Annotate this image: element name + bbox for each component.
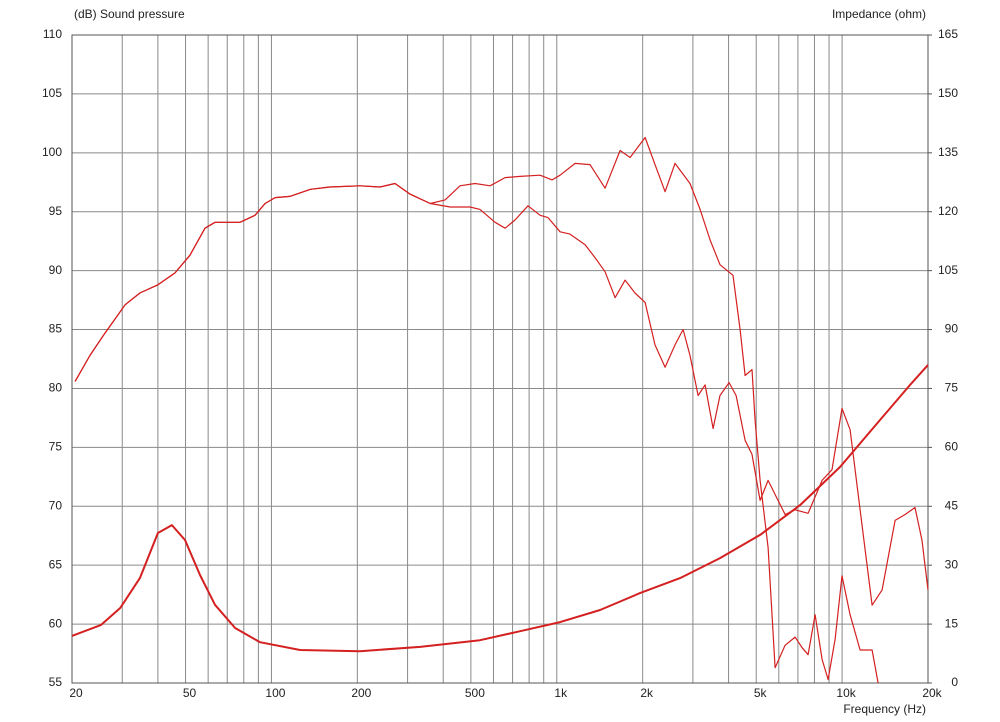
- y2-tick-label: 60: [945, 440, 959, 454]
- x-tick-label: 50: [183, 686, 197, 700]
- y-axis-title: (dB) Sound pressure: [74, 7, 185, 21]
- y-tick-label: 95: [49, 204, 63, 218]
- x-tick-label: 500: [465, 686, 485, 700]
- y2-tick-label: 105: [938, 263, 958, 277]
- y-tick-label: 85: [49, 322, 63, 336]
- y2-tick-label: 150: [938, 86, 958, 100]
- y-tick-label: 105: [42, 86, 62, 100]
- y-tick-label: 90: [49, 263, 63, 277]
- x-tick-label: 2k: [640, 686, 654, 700]
- y2-tick-label: 165: [938, 27, 958, 41]
- y2-tick-label: 45: [945, 498, 959, 512]
- y2-tick-label: 120: [938, 204, 958, 218]
- x-tick-label: 10k: [836, 686, 856, 700]
- plot-frame: [71, 34, 929, 684]
- y2-tick-label: 30: [945, 557, 959, 571]
- y-tick-label: 100: [42, 145, 62, 159]
- spl-line: [74, 136, 879, 684]
- y-tick-label: 55: [49, 675, 63, 689]
- impedance-line: [71, 364, 929, 653]
- y2-tick-label: 135: [938, 145, 958, 159]
- spl-line: [74, 182, 929, 606]
- y-tick-label: 65: [49, 557, 63, 571]
- x-tick-label: 5k: [754, 686, 768, 700]
- y-tick-label: 70: [49, 498, 63, 512]
- x-tick-label: 20k: [922, 686, 942, 700]
- y2-tick-label: 90: [945, 322, 959, 336]
- y-tick-label: 75: [49, 440, 63, 454]
- y2-tick-label: 0: [951, 675, 958, 689]
- y-tick-label: 110: [43, 27, 62, 41]
- x-tick-label: 200: [351, 686, 371, 700]
- x-axis-title: Frequency (Hz): [843, 702, 926, 716]
- y2-tick-label: 75: [945, 381, 959, 395]
- y2-axis-title: Impedance (ohm): [832, 7, 926, 21]
- y-tick-label: 60: [49, 616, 63, 630]
- y2-tick-label: 15: [945, 616, 959, 630]
- x-tick-label: 20: [69, 686, 83, 700]
- x-tick-label: 100: [265, 686, 285, 700]
- x-tick-label: 1k: [554, 686, 568, 700]
- y-tick-label: 80: [49, 381, 63, 395]
